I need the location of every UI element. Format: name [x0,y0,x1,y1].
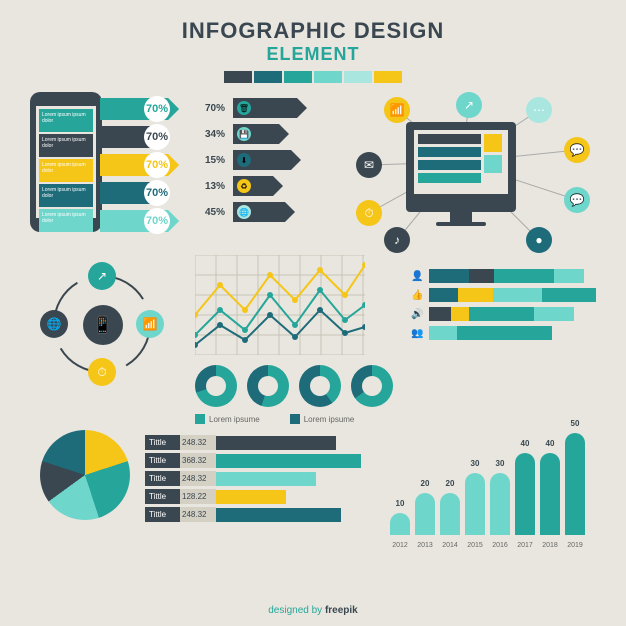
arrow-stat: 34% 💾 [205,124,297,144]
stackbar-icon: 👍 [411,290,425,301]
donut [195,365,237,407]
arrow-stat: 70% 🗑 [205,98,297,118]
arrow-percent: 70% [144,124,170,150]
legend-item: Lorem ipsume [290,414,355,424]
monitor [406,122,516,212]
arrow-percent: 70% [144,152,170,178]
arrow-stat: 45% 🌐 [205,202,297,222]
hbar-row: Tittle368.32 [145,453,370,468]
hbar-row: Tittle128.22 [145,489,370,504]
swatch [224,71,252,83]
arrow-percent: 70% [144,180,170,206]
hbar-row: Tittle248.32 [145,435,370,450]
column: 402018 [540,453,560,535]
header: INFOGRAPHIC DESIGN ELEMENT [0,0,626,91]
network-node-icon: ⋯ [526,97,552,123]
hbar-row: Tittle248.32 [145,507,370,522]
arrow-item: .arrow-body[style*="#f5c518"]:after{bord… [100,154,168,176]
phone-row: Lorem ipsum ipsum dolor [39,209,93,232]
arrow-stat: 13% ♻ [205,176,297,196]
arrow-item: .arrow-body[style*="#1e6b7a"]:after{bord… [100,182,168,204]
phone-row: Lorem ipsum ipsum dolor [39,184,93,207]
cycle-diagram: 📱 ↗ 📶 ⏱ 🌐 [40,262,165,387]
arrow-item: .arrow-body[style*="#6fd6cc"]:after{bord… [100,210,168,232]
palette-swatches [0,71,626,83]
arrow-stat-icon: ⬇ [237,153,251,167]
network-node-icon: 💬 [564,187,590,213]
column: 202014 [440,493,460,535]
arrow-percent: 70% [144,96,170,122]
monitor-network: 📶↗⋯✉💬⏱💬♪● [326,92,596,247]
arrow-percent: 70% [144,208,170,234]
column: 402017 [515,453,535,535]
donut [247,365,289,407]
pie-chart [40,430,130,520]
footer-credit: designed by freepik [0,605,626,616]
phone-row: Lorem ipsum ipsum dolor [39,159,93,182]
column: 302015 [465,473,485,535]
arrow-stat-icon: 💾 [237,127,251,141]
donut-charts [195,365,435,407]
network-node-icon: ♪ [384,227,410,253]
column: 202013 [415,493,435,535]
donut-legend: Lorem ipsume Lorem ipsume [195,414,354,424]
donut [351,365,393,407]
horizontal-bars: Tittle248.32 Tittle368.32 Tittle248.32 Titt… [145,435,370,525]
network-node-icon: ↗ [456,92,482,118]
network-node-icon: ● [526,227,552,253]
phone-row: Lorem ipsum ipsum dolor [39,134,93,157]
arrow-stat: 15% ⬇ [205,150,297,170]
swatch [314,71,342,83]
column: 102012 [390,513,410,535]
column-chart: 1020122020132020143020153020164020174020… [390,415,600,535]
arrow-stat-icon: 🌐 [237,205,251,219]
cycle-node-icon: ⏱ [88,358,116,386]
swatch [284,71,312,83]
arrow-callouts: .arrow-body[style*="#26a69a"]:after{bord… [100,98,168,238]
column: 502019 [565,433,585,535]
network-node-icon: ⏱ [356,200,382,226]
swatch [254,71,282,83]
stackbar-icon: 👥 [411,328,425,339]
line-chart [195,255,365,355]
arrow-stat-pct: 34% [205,129,227,140]
swatch [374,71,402,83]
arrow-stat-icon: 🗑 [237,101,251,115]
page-subtitle: ELEMENT [0,44,626,65]
phone-row: Lorem ipsum ipsum dolor [39,109,93,132]
stackbar-icon: 🔊 [411,309,425,320]
column: 302016 [490,473,510,535]
stackbar-row: 👥 [411,325,596,341]
stackbar-row: 👤 [411,268,596,284]
stackbar-row: 🔊 [411,306,596,322]
network-node-icon: ✉ [356,152,382,178]
network-node-icon: 💬 [564,137,590,163]
arrow-stat-pct: 45% [205,207,227,218]
stackbar-row: 👍 [411,287,596,303]
stacked-bars: 👤 👍 🔊 👥 [411,268,596,344]
donut [299,365,341,407]
swatch [344,71,372,83]
cycle-node-icon: ↗ [88,262,116,290]
phone-mockup: Lorem ipsum ipsum dolorLorem ipsum ipsum… [30,92,102,232]
legend-item: Lorem ipsume [195,414,260,424]
stackbar-icon: 👤 [411,271,425,282]
network-node-icon: 📶 [384,97,410,123]
arrow-stat-pct: 70% [205,103,227,114]
arrow-item: .arrow-body[style*="#26a69a"]:after{bord… [100,98,168,120]
arrow-stat-pct: 15% [205,155,227,166]
hbar-row: Tittle248.32 [145,471,370,486]
arrow-stat-pct: 13% [205,181,227,192]
cycle-center-icon: 📱 [83,305,123,345]
cycle-node-icon: 🌐 [40,310,68,338]
arrow-stat-icon: ♻ [237,179,251,193]
arrow-item: .arrow-body[style*="#3a4750"]:after{bord… [100,126,168,148]
page-title: INFOGRAPHIC DESIGN [0,18,626,44]
arrow-stats: 70% 🗑 34% 💾 15% ⬇ 13% ♻ 45% 🌐 [205,98,297,228]
cycle-node-icon: 📶 [136,310,164,338]
